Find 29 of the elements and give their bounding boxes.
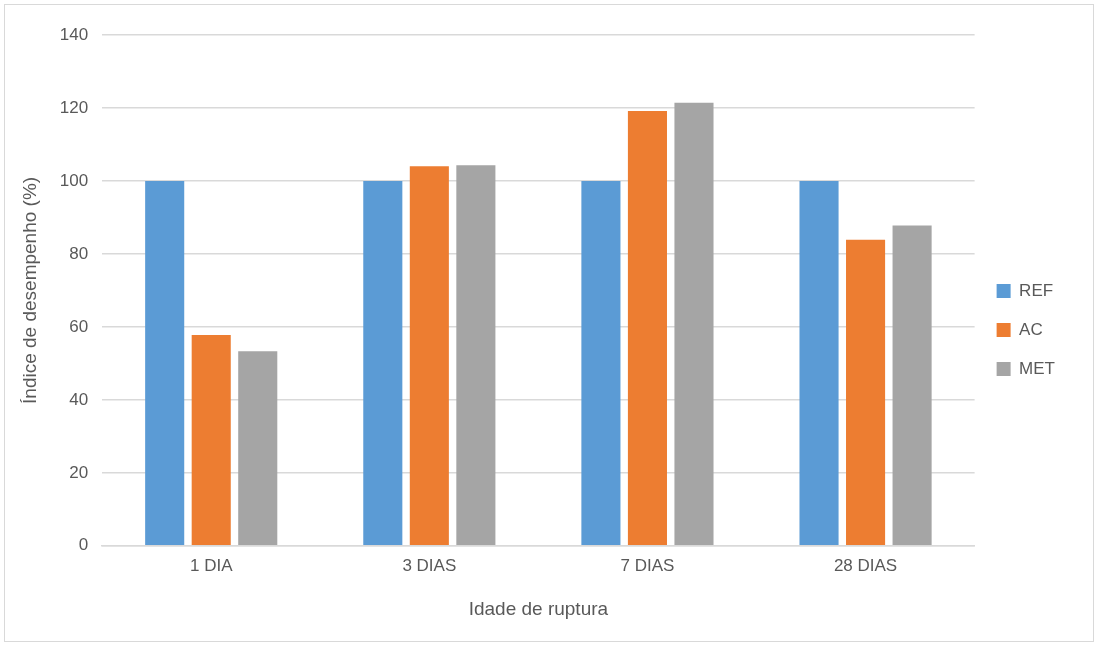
bar (409, 166, 449, 546)
x-tick-label: 3 DIAS (402, 555, 457, 575)
y-tick-label: 0 (78, 535, 89, 555)
x-tick-label: 28 DIAS (833, 555, 898, 575)
legend-label: MET (1019, 358, 1056, 378)
bar (846, 239, 886, 546)
y-tick-label: 100 (59, 170, 89, 190)
x-axis-title: Idade de ruptura (468, 597, 609, 619)
bar (456, 165, 496, 546)
bar (674, 102, 714, 546)
legend-label: REF (1019, 280, 1054, 300)
y-tick-label: 60 (69, 316, 89, 336)
bar (581, 180, 621, 546)
y-tick-label: 140 (59, 24, 89, 44)
bar (892, 225, 932, 546)
bar (627, 110, 667, 546)
x-tick-label: 7 DIAS (620, 555, 675, 575)
bar (145, 180, 185, 546)
legend-label: AC (1019, 319, 1043, 339)
bar (238, 351, 278, 546)
y-tick-label: 120 (59, 97, 89, 117)
y-tick-label: 40 (69, 389, 89, 409)
bar (363, 180, 403, 546)
y-tick-label: 20 (69, 462, 89, 482)
bar (191, 334, 231, 546)
bar (799, 180, 839, 546)
y-tick-label: 80 (69, 243, 89, 263)
x-tick-label: 1 DIA (189, 555, 234, 575)
y-axis-title: Índice de desempenho (%) (18, 176, 40, 404)
